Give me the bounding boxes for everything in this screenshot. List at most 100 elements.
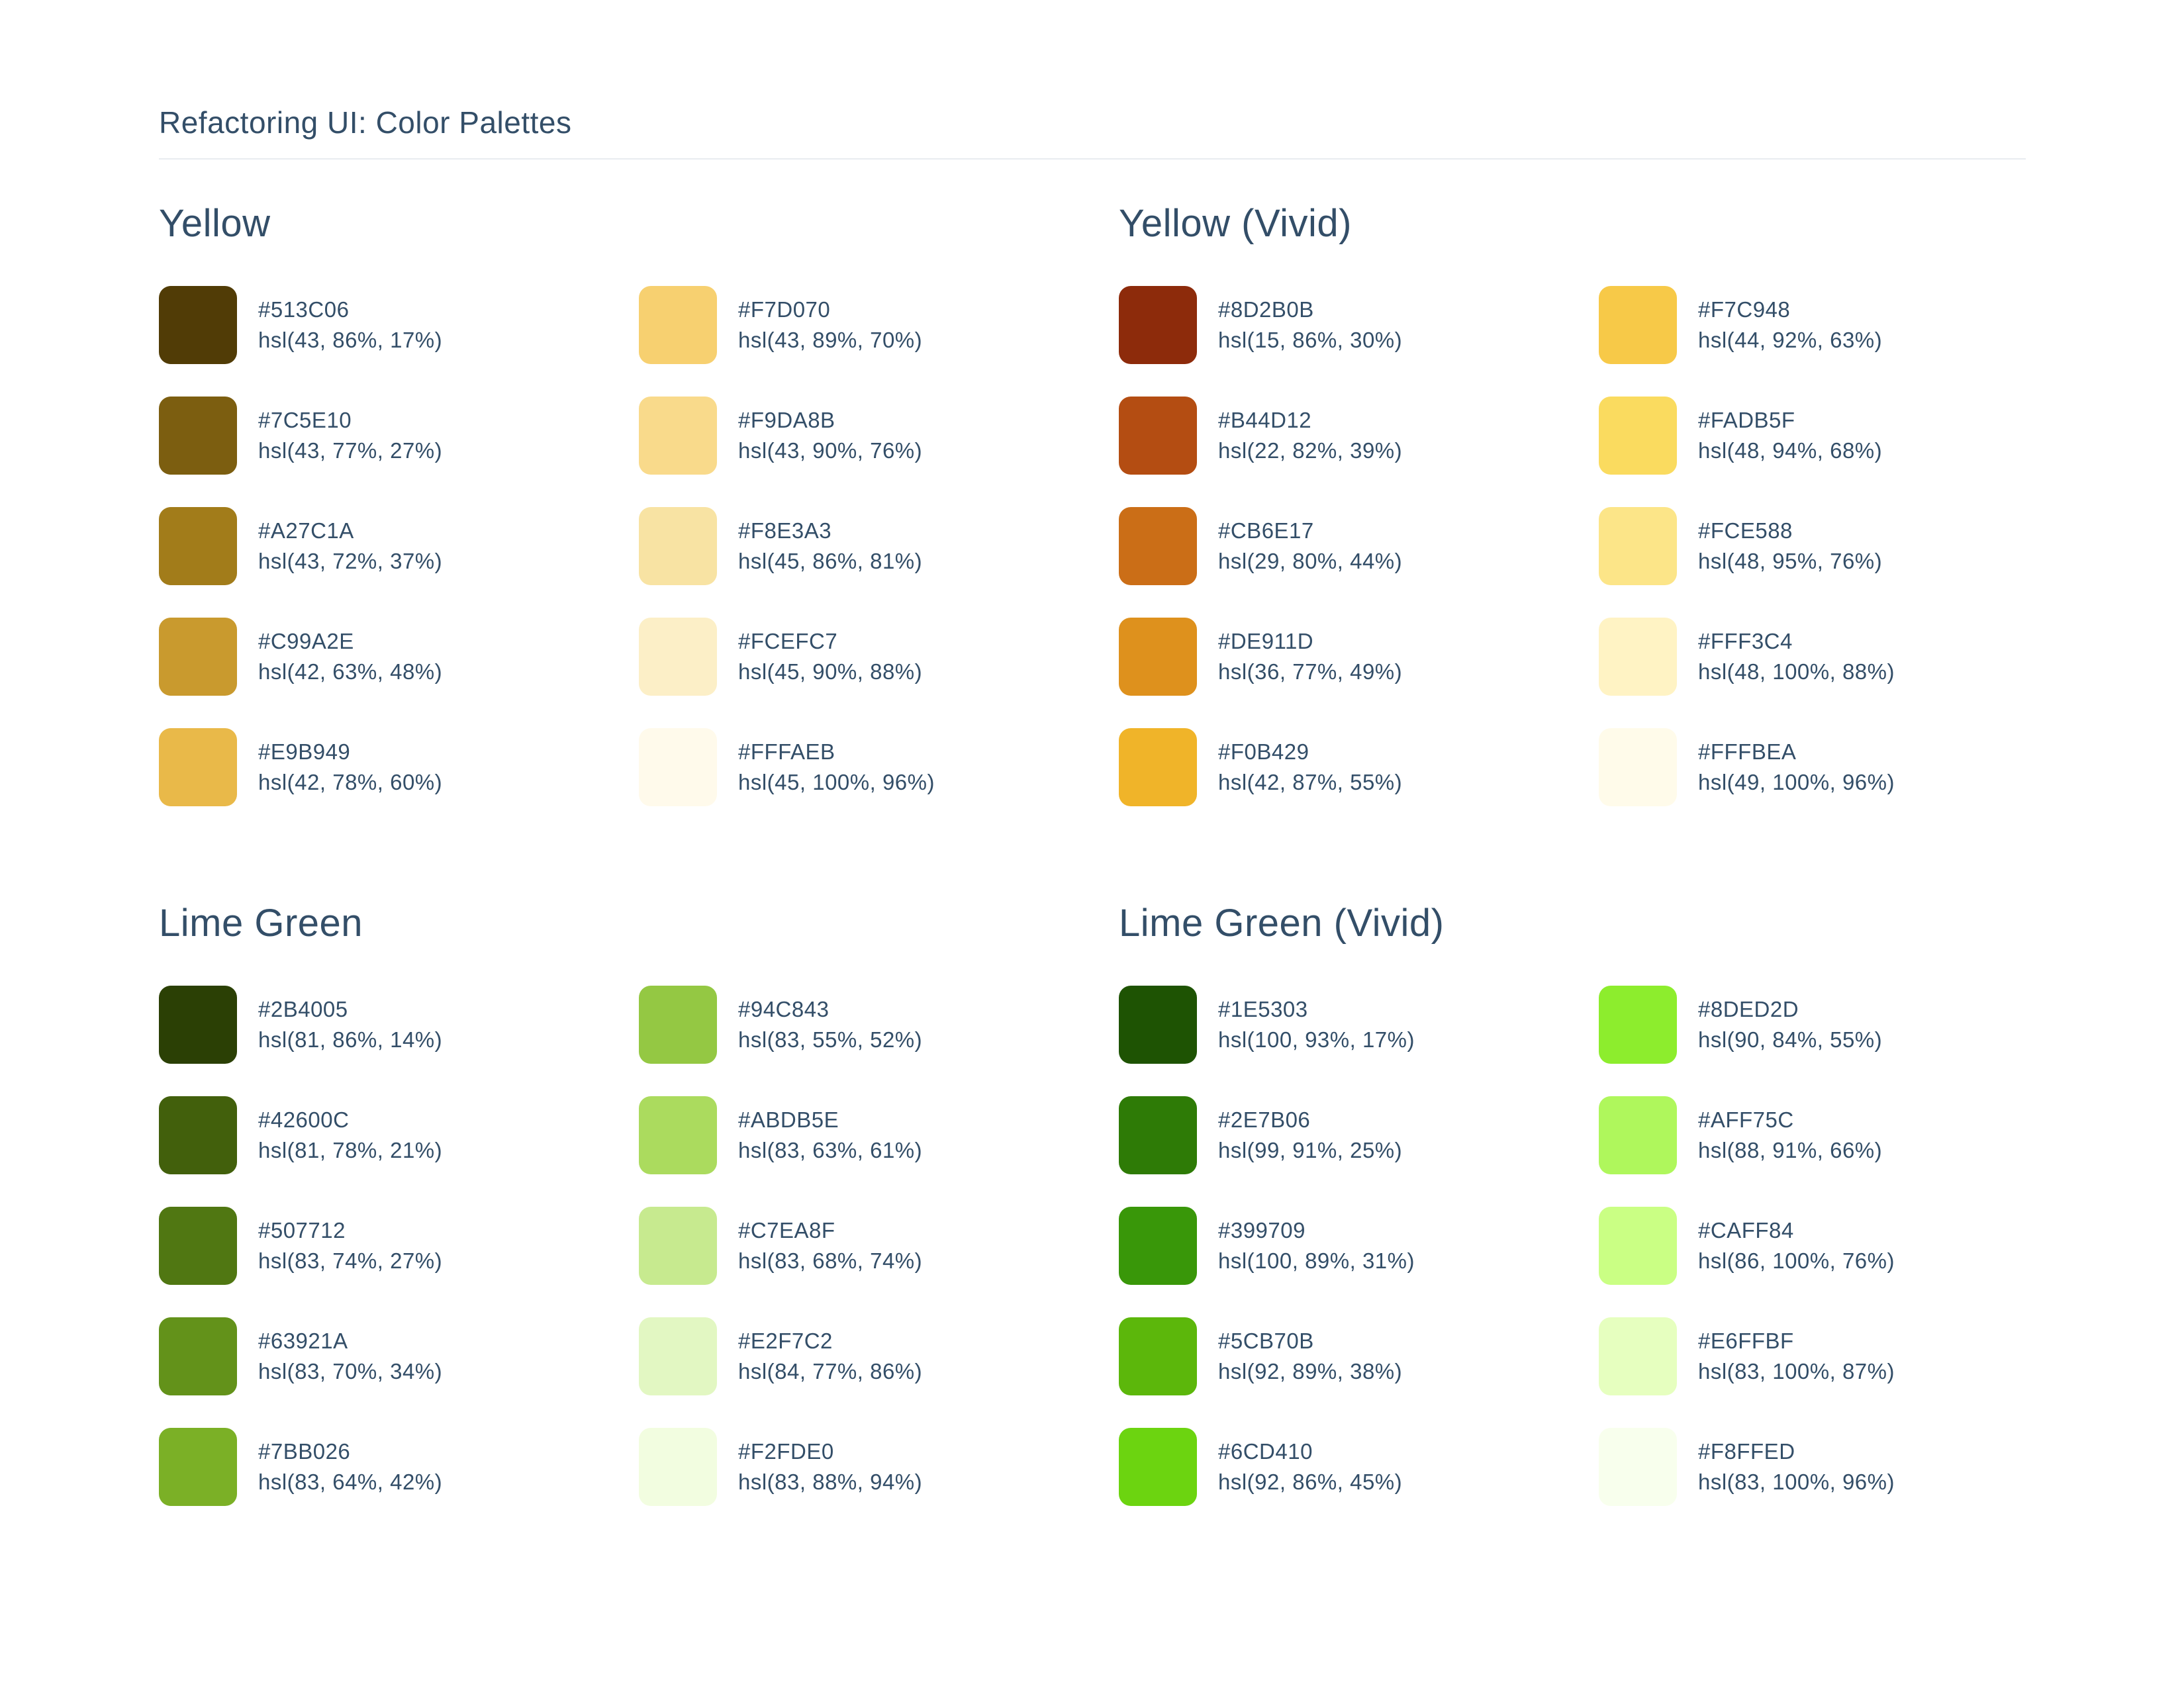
swatch-item: #E6FFBF hsl(83, 100%, 87%) (1599, 1317, 2079, 1395)
swatch-hsl-value: hsl(83, 88%, 94%) (738, 1469, 923, 1494)
color-swatch (159, 985, 237, 1064)
swatch-hex-code: #8D2B0B (1218, 297, 1314, 322)
swatch-label: #2E7B06 hsl(99, 91%, 25%) (1218, 1105, 1402, 1166)
swatch-hsl-value: hsl(36, 77%, 49%) (1218, 659, 1403, 684)
swatch-item: #C99A2E hsl(42, 63%, 48%) (159, 617, 639, 696)
swatch-item: #AFF75C hsl(88, 91%, 66%) (1599, 1096, 2079, 1174)
swatch-item: #E9B949 hsl(42, 78%, 60%) (159, 727, 639, 806)
color-swatch (1119, 1096, 1197, 1174)
color-swatch (1599, 285, 1677, 364)
swatch-item: #7C5E10 hsl(43, 77%, 27%) (159, 396, 639, 475)
swatch-grid: #8D2B0B hsl(15, 86%, 30%) #B44D12 hsl(22… (1119, 285, 2079, 806)
swatch-hsl-value: hsl(84, 77%, 86%) (738, 1358, 923, 1383)
swatch-label: #2B4005 hsl(81, 86%, 14%) (258, 994, 442, 1055)
swatch-item: #94C843 hsl(83, 55%, 52%) (639, 985, 1119, 1064)
swatch-label: #F7D070 hsl(43, 89%, 70%) (738, 295, 922, 355)
swatch-hsl-value: hsl(92, 86%, 45%) (1218, 1469, 1403, 1494)
color-swatch (159, 1317, 237, 1395)
swatch-label: #8DED2D hsl(90, 84%, 55%) (1698, 994, 1882, 1055)
swatch-hex-code: #E9B949 (258, 739, 351, 764)
swatch-hsl-value: hsl(22, 82%, 39%) (1218, 438, 1403, 463)
swatch-hex-code: #42600C (258, 1107, 350, 1132)
swatch-label: #1E5303 hsl(100, 93%, 17%) (1218, 994, 1415, 1055)
color-swatch (639, 1427, 717, 1506)
swatch-hsl-value: hsl(83, 64%, 42%) (258, 1469, 443, 1494)
swatch-hsl-value: hsl(44, 92%, 63%) (1698, 327, 1883, 352)
swatch-label: #FFFBEA hsl(49, 100%, 96%) (1698, 737, 1895, 798)
swatch-hex-code: #F2FDE0 (738, 1438, 834, 1464)
swatch-hsl-value: hsl(83, 100%, 96%) (1698, 1469, 1895, 1494)
color-swatch (1119, 285, 1197, 364)
color-swatch (1599, 985, 1677, 1064)
swatch-hex-code: #F0B429 (1218, 739, 1309, 764)
swatch-label: #507712 hsl(83, 74%, 27%) (258, 1215, 442, 1276)
swatch-item: #ABDB5E hsl(83, 63%, 61%) (639, 1096, 1119, 1174)
swatch-item: #F7D070 hsl(43, 89%, 70%) (639, 285, 1119, 364)
swatch-hex-code: #C7EA8F (738, 1217, 835, 1243)
swatch-item: #E2F7C2 hsl(84, 77%, 86%) (639, 1317, 1119, 1395)
palette-section-yellow: Yellow #513C06 hsl(43, 86%, 17%) #7C5E10… (159, 202, 1119, 806)
swatch-label: #63921A hsl(83, 70%, 34%) (258, 1326, 442, 1387)
palette-band-top: Yellow #513C06 hsl(43, 86%, 17%) #7C5E10… (159, 202, 2025, 806)
palette-section-title: Yellow (159, 202, 271, 246)
color-swatch (639, 617, 717, 696)
swatch-hex-code: #F8E3A3 (738, 518, 832, 543)
swatch-label: #F9DA8B hsl(43, 90%, 76%) (738, 405, 922, 466)
swatch-hsl-value: hsl(42, 87%, 55%) (1218, 769, 1403, 794)
swatch-hex-code: #2E7B06 (1218, 1107, 1311, 1132)
swatch-item: #1E5303 hsl(100, 93%, 17%) (1119, 985, 1599, 1064)
swatch-label: #7BB026 hsl(83, 64%, 42%) (258, 1436, 442, 1497)
swatch-item: #5CB70B hsl(92, 89%, 38%) (1119, 1317, 1599, 1395)
color-swatch (639, 985, 717, 1064)
swatch-label: #C7EA8F hsl(83, 68%, 74%) (738, 1215, 922, 1276)
swatch-hex-code: #507712 (258, 1217, 346, 1243)
swatch-item: #DE911D hsl(36, 77%, 49%) (1119, 617, 1599, 696)
swatch-hsl-value: hsl(83, 74%, 27%) (258, 1248, 443, 1273)
swatch-label: #F0B429 hsl(42, 87%, 55%) (1218, 737, 1402, 798)
color-swatch (639, 1206, 717, 1285)
swatch-hsl-value: hsl(83, 63%, 61%) (738, 1137, 923, 1162)
swatch-hex-code: #E6FFBF (1698, 1328, 1794, 1353)
swatch-label: #E2F7C2 hsl(84, 77%, 86%) (738, 1326, 922, 1387)
swatch-hsl-value: hsl(48, 94%, 68%) (1698, 438, 1883, 463)
swatch-hex-code: #7BB026 (258, 1438, 351, 1464)
color-swatch (639, 1096, 717, 1174)
swatch-hsl-value: hsl(43, 89%, 70%) (738, 327, 923, 352)
color-swatch (1599, 396, 1677, 475)
swatch-hex-code: #AFF75C (1698, 1107, 1794, 1132)
swatch-label: #513C06 hsl(43, 86%, 17%) (258, 295, 442, 355)
swatch-hex-code: #DE911D (1218, 628, 1314, 653)
swatch-item: #FCEFC7 hsl(45, 90%, 88%) (639, 617, 1119, 696)
swatch-hex-code: #5CB70B (1218, 1328, 1314, 1353)
swatch-hex-code: #FCE588 (1698, 518, 1793, 543)
swatch-item: #42600C hsl(81, 78%, 21%) (159, 1096, 639, 1174)
swatch-item: #2E7B06 hsl(99, 91%, 25%) (1119, 1096, 1599, 1174)
swatch-hsl-value: hsl(99, 91%, 25%) (1218, 1137, 1403, 1162)
color-swatch (639, 727, 717, 806)
swatch-item: #507712 hsl(83, 74%, 27%) (159, 1206, 639, 1285)
swatch-hsl-value: hsl(15, 86%, 30%) (1218, 327, 1403, 352)
palette-band-bottom: Lime Green #2B4005 hsl(81, 86%, 14%) #42… (159, 902, 2025, 1506)
palette-section-lime-green-vivid: Lime Green (Vivid) #1E5303 hsl(100, 93%,… (1119, 902, 2079, 1506)
swatch-hex-code: #63921A (258, 1328, 348, 1353)
swatch-label: #42600C hsl(81, 78%, 21%) (258, 1105, 442, 1166)
palette-section-title: Yellow (Vivid) (1119, 202, 1352, 246)
swatch-label: #F8E3A3 hsl(45, 86%, 81%) (738, 516, 922, 577)
swatch-label: #FADB5F hsl(48, 94%, 68%) (1698, 405, 1882, 466)
swatch-hex-code: #ABDB5E (738, 1107, 839, 1132)
swatch-label: #F7C948 hsl(44, 92%, 63%) (1698, 295, 1882, 355)
swatch-hex-code: #F7C948 (1698, 297, 1791, 322)
swatch-hsl-value: hsl(48, 100%, 88%) (1698, 659, 1895, 684)
swatch-hsl-value: hsl(88, 91%, 66%) (1698, 1137, 1883, 1162)
swatch-hex-code: #C99A2E (258, 628, 354, 653)
swatch-hex-code: #F7D070 (738, 297, 831, 322)
color-swatch (159, 1427, 237, 1506)
swatch-label: #CB6E17 hsl(29, 80%, 44%) (1218, 516, 1402, 577)
swatch-item: #F7C948 hsl(44, 92%, 63%) (1599, 285, 2079, 364)
palette-section-lime-green: Lime Green #2B4005 hsl(81, 86%, 14%) #42… (159, 902, 1119, 1506)
swatch-item: #FFF3C4 hsl(48, 100%, 88%) (1599, 617, 2079, 696)
swatch-hex-code: #F9DA8B (738, 407, 835, 432)
color-swatch (1599, 727, 1677, 806)
page-title: Refactoring UI: Color Palettes (159, 105, 572, 140)
swatch-hsl-value: hsl(100, 93%, 17%) (1218, 1027, 1415, 1052)
